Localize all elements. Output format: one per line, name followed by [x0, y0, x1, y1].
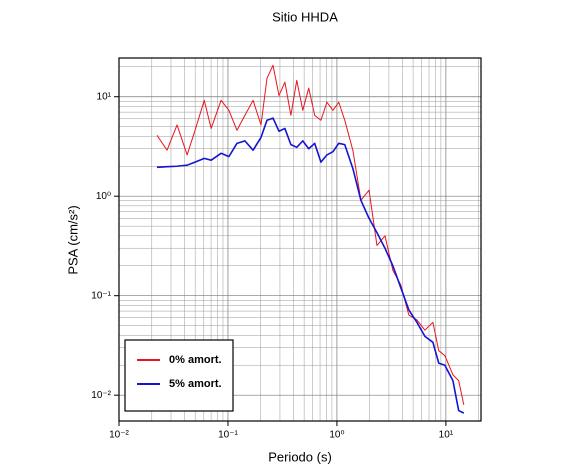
plot-frame [118, 57, 482, 422]
y-tick-label: 10⁰ [96, 191, 111, 202]
legend: 0% amort. 5% amort. [124, 339, 234, 412]
legend-label: 0% amort. [169, 354, 222, 366]
x-tick-label: 10¹ [439, 430, 454, 441]
y-tick-label: 10⁻² [91, 390, 111, 401]
x-tick-label: 10⁰ [329, 430, 344, 441]
x-axis-label: Periodo (s) [268, 449, 332, 464]
legend-label: 5% amort. [169, 378, 222, 390]
y-tick-label: 10¹ [97, 91, 112, 102]
series-line [156, 117, 465, 414]
y-tick-label: 10⁻¹ [91, 290, 111, 301]
chart-title: Sitio HHDA [272, 9, 338, 24]
x-tick-label: 10⁻¹ [218, 430, 238, 441]
x-tick-label: 10⁻² [109, 430, 129, 441]
y-axis-label: PSA (cm/s²) [65, 205, 80, 274]
legend-box [124, 339, 234, 412]
series-line [156, 64, 465, 405]
